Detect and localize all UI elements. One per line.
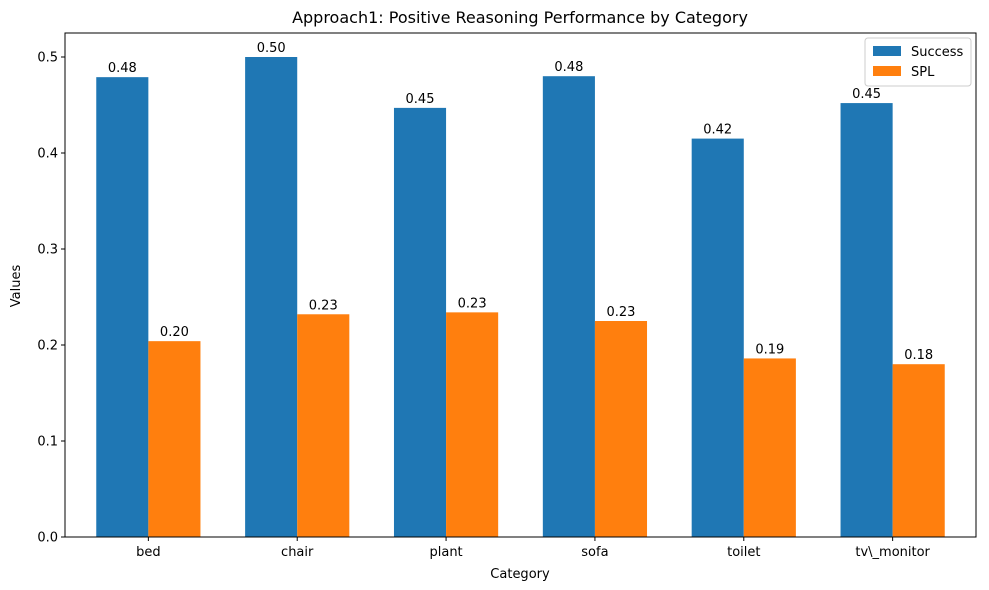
axes-layer: 0.0 0.1 0.2 0.3 0.4 0.5 bed chair plant sofa toile… (37, 32, 977, 560)
bar-spl-1 (297, 314, 350, 537)
data-label-success-1: 0.50 (257, 41, 286, 56)
data-label-spl-3: 0.23 (607, 305, 636, 320)
bar-spl-2 (446, 312, 499, 537)
data-label-spl-0: 0.20 (160, 325, 189, 340)
data-label-success-3: 0.48 (554, 60, 583, 75)
x-tick-label-0: bed (136, 545, 161, 560)
chart-title: Approach1: Positive Reasoning Performanc… (292, 8, 748, 27)
y-tick-label-0: 0.0 (37, 531, 58, 546)
data-label-success-2: 0.45 (406, 92, 435, 107)
legend-label-spl: SPL (911, 65, 935, 80)
bar-success-3 (542, 76, 595, 537)
y-tick-label-3: 0.3 (37, 243, 58, 258)
legend: Success SPL (864, 37, 972, 87)
bar-success-0 (96, 77, 149, 537)
bar-success-4 (691, 138, 744, 537)
y-tick-label-1: 0.1 (37, 435, 58, 450)
legend-label-success: Success (911, 45, 964, 60)
x-tick-label-1: chair (281, 545, 314, 560)
data-label-spl-4: 0.19 (755, 342, 784, 357)
plot-frame (64, 32, 977, 538)
legend-swatch-success (873, 46, 901, 56)
y-tick-label-4: 0.4 (37, 147, 58, 162)
bar-success-1 (245, 57, 298, 537)
bar-spl-3 (594, 321, 648, 537)
x-tick-label-5: tv\_monitor (855, 545, 930, 560)
data-label-success-0: 0.48 (108, 61, 137, 76)
y-tick-label-5: 0.5 (37, 51, 58, 66)
data-label-spl-5: 0.18 (904, 348, 933, 363)
data-label-success-5: 0.45 (852, 87, 881, 102)
x-tick-label-4: toilet (727, 545, 760, 560)
bar-success-2 (393, 107, 447, 537)
data-label-spl-2: 0.23 (458, 296, 487, 311)
data-label-success-4: 0.42 (703, 123, 732, 138)
bar-spl-4 (743, 358, 796, 537)
x-tick-label-2: plant (429, 545, 462, 560)
data-labels-layer: 0.48 0.50 0.45 0.48 0.42 0.45 0.20 0.23 0.23 0.23… (108, 41, 933, 363)
y-axis-label: Values (9, 265, 24, 308)
x-tick-label-3: sofa (581, 545, 608, 560)
bar-spl-0 (148, 341, 201, 537)
bar-success-5 (840, 103, 893, 537)
data-label-spl-1: 0.23 (309, 298, 338, 313)
legend-swatch-spl (873, 66, 901, 76)
x-axis-label: Category (490, 567, 550, 582)
bars-layer (96, 57, 945, 537)
bar-spl-5 (892, 364, 945, 537)
y-tick-label-2: 0.2 (37, 339, 58, 354)
